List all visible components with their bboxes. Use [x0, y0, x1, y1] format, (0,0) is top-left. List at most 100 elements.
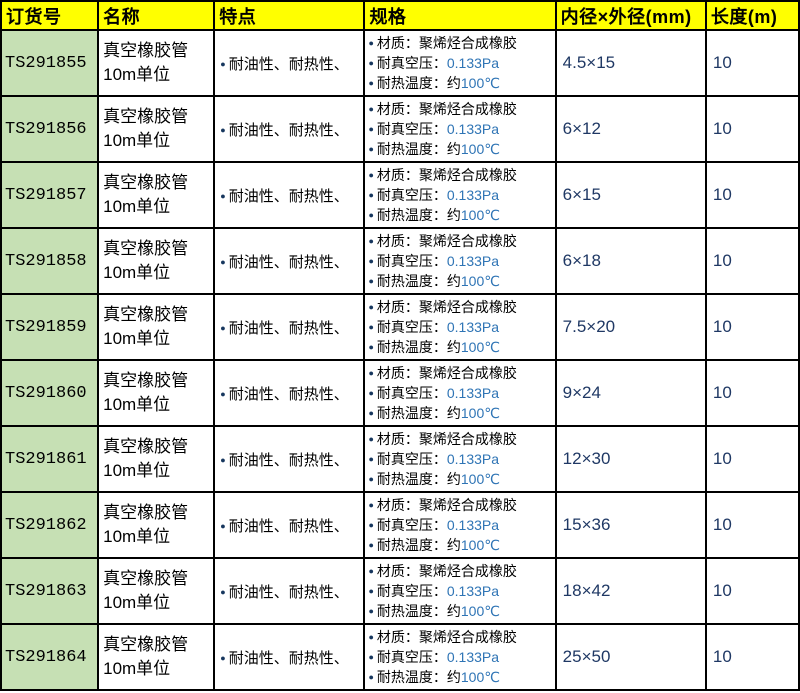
product-name-line2: 10m单位 — [103, 395, 171, 414]
spec-vacuum-label: 耐真空压： — [376, 385, 447, 401]
bullet-icon: ● — [368, 78, 374, 88]
bullet-icon: ● — [368, 38, 374, 48]
product-name-line1: 真空橡胶管 — [103, 107, 189, 126]
product-name-cell: 真空橡胶管 10m单位 — [97, 293, 216, 361]
order-number-cell: TS291856 — [0, 95, 100, 163]
product-name-line1: 真空橡胶管 — [103, 503, 189, 522]
order-number-cell: TS291859 — [0, 293, 100, 361]
bullet-icon: ● — [368, 170, 374, 180]
spec-vacuum-value: 0.133Pa — [446, 121, 500, 137]
product-name-cell: 真空橡胶管 10m单位 — [97, 227, 216, 295]
spec-temp-value: 100℃ — [460, 603, 500, 619]
order-number-cell: TS291861 — [0, 425, 100, 493]
order-number-cell: TS291860 — [0, 359, 100, 427]
bullet-icon: ● — [220, 586, 226, 597]
bullet-icon: ● — [220, 124, 226, 135]
product-name-line2: 10m单位 — [103, 329, 171, 348]
spec-line-temperature: ● 耐热温度：约100℃ — [368, 205, 553, 225]
features-cell: ● 耐油性、耐热性、 — [213, 425, 366, 493]
column-header-specs: 规格 — [363, 0, 557, 31]
bullet-icon: ● — [368, 520, 374, 530]
bullet-icon: ● — [220, 652, 226, 663]
spec-vacuum-value: 0.133Pa — [446, 583, 500, 599]
features-text: 耐油性、耐热性、 — [228, 253, 349, 271]
specs-cell: ● 材质：聚烯烃合成橡胶 ● 耐真空压：0.133Pa ● 耐热温度：约100℃ — [363, 359, 557, 427]
bullet-icon: ● — [220, 388, 226, 399]
spec-line-temperature: ● 耐热温度：约100℃ — [368, 535, 553, 555]
product-name-line2: 10m单位 — [103, 197, 171, 216]
bullet-icon: ● — [368, 256, 374, 266]
diameter-cell: 6×12 — [554, 95, 707, 163]
features-text: 耐油性、耐热性、 — [228, 517, 349, 535]
spec-vacuum-value: 0.133Pa — [446, 319, 500, 335]
spec-line-vacuum: ● 耐真空压：0.133Pa — [368, 185, 553, 205]
features-cell: ● 耐油性、耐热性、 — [213, 29, 366, 97]
bullet-icon: ● — [368, 388, 374, 398]
order-number-cell: TS291858 — [0, 227, 100, 295]
product-name-line2: 10m单位 — [103, 461, 171, 480]
diameter-cell: 6×15 — [554, 161, 707, 229]
specs-cell: ● 材质：聚烯烃合成橡胶 ● 耐真空压：0.133Pa ● 耐热温度：约100℃ — [363, 293, 557, 361]
features-cell: ● 耐油性、耐热性、 — [213, 293, 366, 361]
spec-temp-value: 100℃ — [460, 405, 500, 421]
bullet-icon: ● — [368, 276, 374, 286]
features-text: 耐油性、耐热性、 — [228, 55, 349, 73]
spec-vacuum-value: 0.133Pa — [446, 451, 500, 467]
specs-cell: ● 材质：聚烯烃合成橡胶 ● 耐真空压：0.133Pa ● 耐热温度：约100℃ — [363, 623, 557, 691]
order-number-cell: TS291857 — [0, 161, 100, 229]
specs-cell: ● 材质：聚烯烃合成橡胶 ● 耐真空压：0.133Pa ● 耐热温度：约100℃ — [363, 425, 557, 493]
spec-vacuum-value: 0.133Pa — [446, 187, 500, 203]
bullet-icon: ● — [368, 124, 374, 134]
length-cell: 10 — [704, 29, 800, 97]
spec-line-temperature: ● 耐热温度：约100℃ — [368, 139, 553, 159]
spec-line-material: ● 材质：聚烯烃合成橡胶 — [368, 165, 553, 185]
product-name-line1: 真空橡胶管 — [103, 371, 189, 390]
table-body: TS291855 真空橡胶管 10m单位 ● 耐油性、耐热性、 ● 材质：聚烯烃合成… — [0, 29, 800, 691]
spec-line-temperature: ● 耐热温度：约100℃ — [368, 271, 553, 291]
bullet-icon: ● — [368, 144, 374, 154]
spec-material-text: 材质：聚烯烃合成橡胶 — [376, 365, 517, 381]
length-cell: 10 — [704, 293, 800, 361]
spec-vacuum-value: 0.133Pa — [446, 55, 500, 71]
product-name-cell: 真空橡胶管 10m单位 — [97, 425, 216, 493]
table-row: TS291860 真空橡胶管 10m单位 ● 耐油性、耐热性、 ● 材质：聚烯烃合成… — [0, 359, 800, 427]
column-header-diameter: 内径×外径(mm) — [554, 0, 707, 31]
column-header-order-no: 订货号 — [0, 0, 100, 31]
bullet-icon: ● — [368, 342, 374, 352]
spec-vacuum-value: 0.133Pa — [446, 253, 500, 269]
bullet-icon: ● — [368, 368, 374, 378]
spec-line-vacuum: ● 耐真空压：0.133Pa — [368, 449, 553, 469]
table-row: TS291863 真空橡胶管 10m单位 ● 耐油性、耐热性、 ● 材质：聚烯烃合成… — [0, 557, 800, 625]
bullet-icon: ● — [368, 586, 374, 596]
order-number-cell: TS291864 — [0, 623, 100, 691]
bullet-icon: ● — [220, 454, 226, 465]
length-cell: 10 — [704, 623, 800, 691]
bullet-icon: ● — [368, 210, 374, 220]
spec-vacuum-label: 耐真空压： — [376, 517, 447, 533]
order-number-cell: TS291862 — [0, 491, 100, 559]
bullet-icon: ● — [220, 256, 226, 267]
spec-temp-label: 耐热温度：约 — [376, 207, 461, 223]
features-text: 耐油性、耐热性、 — [228, 385, 349, 403]
length-cell: 10 — [704, 359, 800, 427]
product-name-line2: 10m单位 — [103, 263, 171, 282]
spec-temp-value: 100℃ — [460, 273, 500, 289]
spec-temp-label: 耐热温度：约 — [376, 603, 461, 619]
product-name-cell: 真空橡胶管 10m单位 — [97, 29, 216, 97]
spec-vacuum-value: 0.133Pa — [446, 517, 500, 533]
product-name-line1: 真空橡胶管 — [103, 173, 189, 192]
spec-material-text: 材质：聚烯烃合成橡胶 — [376, 233, 517, 249]
features-text: 耐油性、耐热性、 — [228, 583, 349, 601]
spec-temp-label: 耐热温度：约 — [376, 273, 461, 289]
product-name-line1: 真空橡胶管 — [103, 239, 189, 258]
features-cell: ● 耐油性、耐热性、 — [213, 623, 366, 691]
features-text: 耐油性、耐热性、 — [228, 319, 349, 337]
features-text: 耐油性、耐热性、 — [228, 187, 349, 205]
specs-cell: ● 材质：聚烯烃合成橡胶 ● 耐真空压：0.133Pa ● 耐热温度：约100℃ — [363, 557, 557, 625]
features-cell: ● 耐油性、耐热性、 — [213, 359, 366, 427]
specs-cell: ● 材质：聚烯烃合成橡胶 ● 耐真空压：0.133Pa ● 耐热温度：约100℃ — [363, 29, 557, 97]
spec-material-text: 材质：聚烯烃合成橡胶 — [376, 563, 517, 579]
length-cell: 10 — [704, 227, 800, 295]
features-cell: ● 耐油性、耐热性、 — [213, 491, 366, 559]
table-header: 订货号 名称 特点 规格 内径×外径(mm) 长度(m) — [0, 0, 800, 31]
